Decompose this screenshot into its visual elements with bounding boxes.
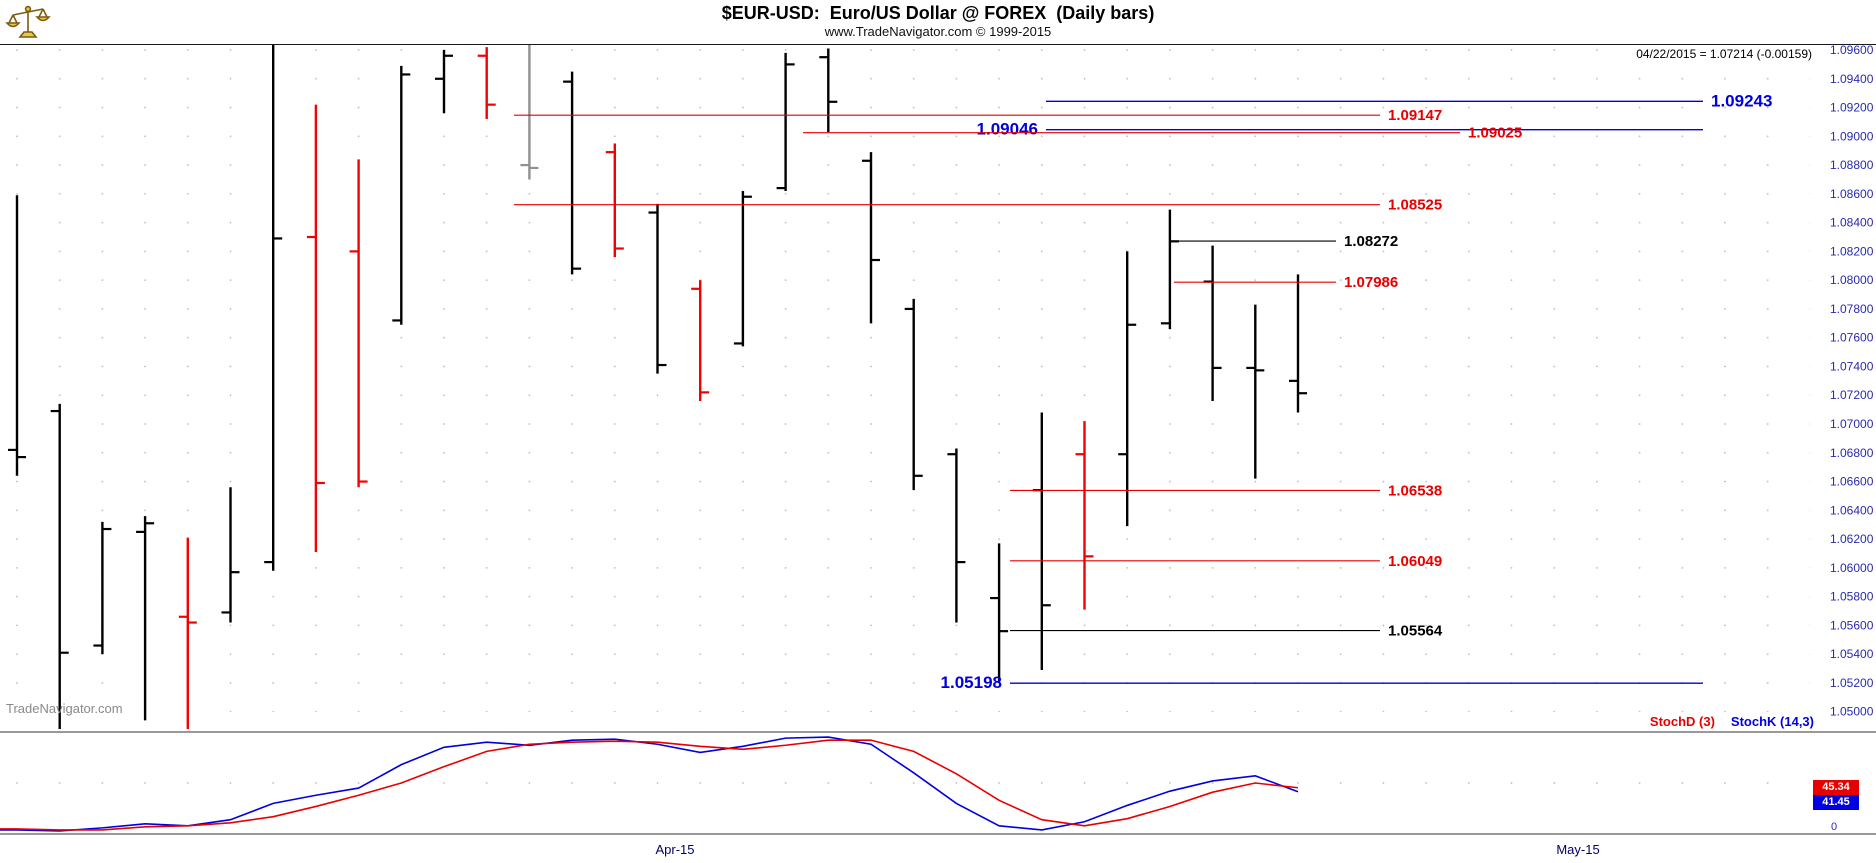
date-axis-label-apr: Apr-15 (655, 842, 695, 857)
price-axis-label: 1.07800 (1830, 302, 1874, 316)
ohlc-bar (1289, 274, 1307, 413)
ohlc-bar (50, 403, 69, 729)
price-level-label[interactable]: 1.08525 (1388, 197, 1442, 214)
ohlc-bar (178, 537, 197, 729)
price-axis-label: 1.08400 (1830, 216, 1874, 230)
ohlc-bar (733, 190, 752, 347)
ohlc-bar (691, 280, 710, 401)
price-level-label[interactable]: 1.07986 (1344, 274, 1398, 291)
price-level-label[interactable]: 1.09025 (1468, 125, 1522, 142)
stochk-value-badge: 41.45 (1813, 795, 1859, 810)
last-quote-info: 04/22/2015 = 1.07214 (-0.00159) (1636, 47, 1812, 61)
price-axis-label: 1.07600 (1830, 331, 1874, 345)
chart-subtitle: www.TradeNavigator.com © 1999-2015 (824, 24, 1052, 39)
ohlc-bar (264, 45, 283, 571)
chart-title: $EUR-USD: Euro/US Dollar @ FOREX (Daily … (721, 3, 1155, 23)
ohlc-bar (904, 298, 923, 491)
price-axis-label: 1.09400 (1830, 72, 1874, 86)
ohlc-bar (306, 104, 325, 553)
watermark-text: TradeNavigator.com (6, 701, 123, 716)
price-axis-label: 1.07400 (1830, 359, 1874, 373)
price-level-label[interactable]: 1.05198 (941, 673, 1002, 692)
price-level-label[interactable]: 1.06049 (1388, 553, 1442, 570)
ohlc-bar (563, 71, 582, 275)
price-level-label[interactable]: 1.09243 (1711, 91, 1772, 110)
ohlc-bar (435, 50, 453, 114)
price-level-label[interactable]: 1.05564 (1388, 623, 1443, 640)
price-axis-label: 1.06200 (1830, 532, 1874, 546)
price-axis-label: 1.05000 (1830, 705, 1874, 719)
stochd-line (0, 739, 1299, 831)
price-axis-label: 1.06800 (1830, 446, 1874, 460)
indicator-grid-dots (0, 733, 1810, 833)
price-axis-label: 1.06600 (1830, 475, 1874, 489)
trade-navigator-logo-icon (5, 5, 51, 38)
price-axis-label: 1.05200 (1830, 676, 1874, 690)
ohlc-bar (8, 195, 26, 476)
price-bars (8, 45, 1307, 729)
ohlc-bar (136, 516, 155, 721)
ohlc-bar (1075, 421, 1094, 610)
ohlc-bar (1203, 245, 1222, 401)
price-axis-label: 1.07000 (1830, 417, 1874, 431)
price-axis-label: 1.06400 (1830, 503, 1874, 517)
ohlc-bar (947, 448, 966, 623)
main-grid-dots (0, 45, 1810, 712)
price-level-label[interactable]: 1.09147 (1388, 107, 1442, 124)
stochd-value-badge: 45.34 (1813, 780, 1859, 795)
price-axis-label: 1.07200 (1830, 388, 1874, 402)
price-axis-label: 1.09000 (1830, 129, 1874, 143)
ohlc-bar (221, 487, 240, 623)
chart-header: $EUR-USD: Euro/US Dollar @ FOREX (Daily … (0, 0, 1876, 45)
ohlc-bar (605, 143, 624, 258)
ohlc-bar (93, 521, 112, 655)
price-axis-label: 1.09600 (1830, 43, 1874, 57)
indicator-scale-zero: 0 (1831, 821, 1838, 833)
ohlc-bar (862, 152, 880, 324)
date-axis-label-may: May-15 (1556, 842, 1600, 857)
ohlc-bar (520, 45, 539, 180)
price-axis-label: 1.05400 (1830, 647, 1874, 661)
ohlc-bar (1246, 304, 1265, 479)
ohlc-bar (392, 65, 411, 325)
ohlc-bar (819, 48, 838, 132)
price-axis-label: 1.08000 (1830, 273, 1874, 287)
ohlc-bar (477, 47, 496, 120)
price-level-label[interactable]: 1.08272 (1344, 233, 1398, 250)
stochk-legend[interactable]: StochK (14,3) (1730, 714, 1814, 729)
stochd-legend[interactable]: StochD (3) (1649, 714, 1715, 729)
ohlc-bar (648, 203, 667, 374)
price-axis-label: 1.05600 (1830, 618, 1874, 632)
price-axis-label: 1.09200 (1830, 101, 1874, 115)
price-level-label[interactable]: 1.09046 (977, 120, 1038, 139)
price-axis-label: 1.05800 (1830, 590, 1874, 604)
price-axis-label: 1.08200 (1830, 244, 1874, 258)
ohlc-bar (1118, 251, 1137, 527)
ohlc-bar (349, 159, 368, 488)
ohlc-bar (990, 543, 1009, 683)
price-axis-label: 1.08600 (1830, 187, 1874, 201)
price-level-label[interactable]: 1.06538 (1388, 482, 1442, 499)
indicator-legend: StochD (3) StochK (14,3) (1650, 714, 1814, 729)
price-axis-label: 1.08800 (1830, 158, 1874, 172)
price-axis-label: 1.06000 (1830, 561, 1874, 575)
ohlc-bar (776, 52, 795, 191)
